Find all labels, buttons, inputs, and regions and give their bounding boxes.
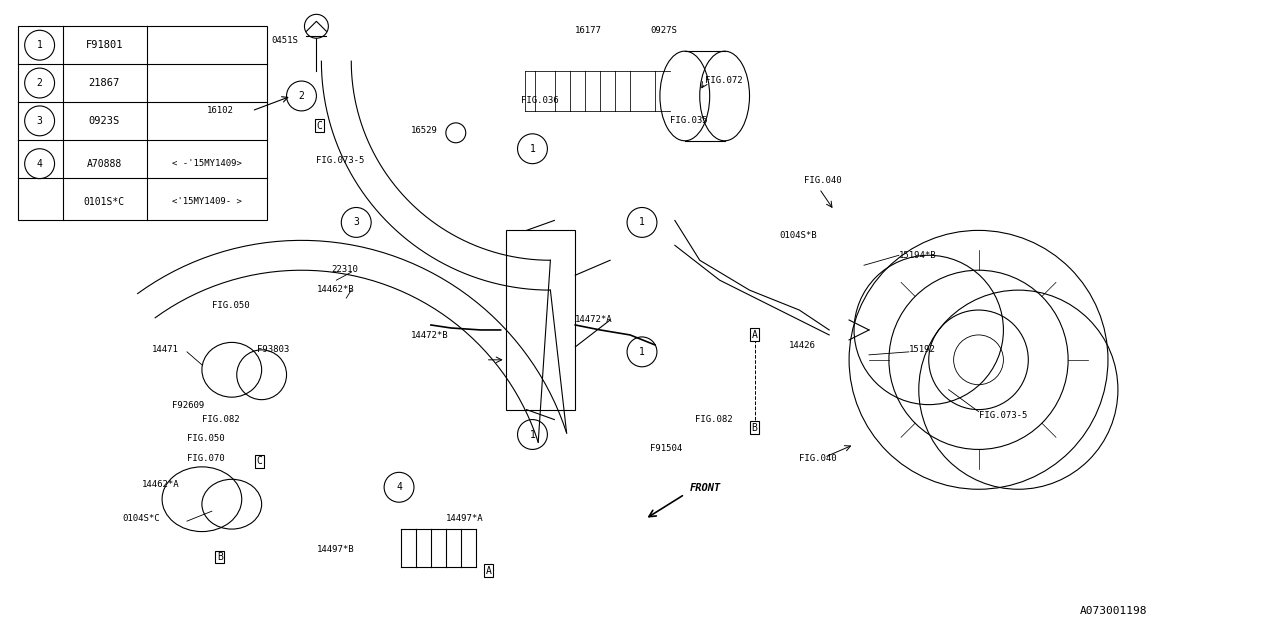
Text: 22310: 22310 [332, 265, 358, 274]
Bar [506, 230, 575, 410]
Text: 16102: 16102 [207, 106, 234, 115]
Text: 0923S: 0923S [88, 116, 120, 126]
Text: 4: 4 [37, 159, 42, 169]
Text: 14497*B: 14497*B [316, 545, 355, 554]
Text: 0927S: 0927S [650, 26, 677, 35]
Text: B: B [216, 552, 223, 562]
Text: 16529: 16529 [411, 126, 438, 135]
Text: 2: 2 [37, 78, 42, 88]
Text: F92609: F92609 [172, 401, 205, 410]
Text: 1: 1 [530, 429, 535, 440]
Text: B: B [751, 422, 758, 433]
Text: 4: 4 [396, 483, 402, 492]
Text: 3: 3 [353, 218, 360, 227]
Text: A073001198: A073001198 [1080, 605, 1148, 616]
Text: FRONT: FRONT [690, 483, 721, 493]
Text: 14472*B: 14472*B [411, 331, 448, 340]
Text: FIG.050: FIG.050 [212, 301, 250, 310]
Text: FIG.073-5: FIG.073-5 [978, 411, 1027, 420]
Text: 0451S: 0451S [271, 36, 298, 45]
Text: 14462*B: 14462*B [316, 285, 355, 294]
Text: 14472*A: 14472*A [575, 315, 613, 324]
Text: A: A [485, 566, 492, 576]
Text: FIG.070: FIG.070 [187, 454, 224, 463]
Text: FIG.082: FIG.082 [695, 415, 732, 424]
Text: F93803: F93803 [257, 345, 289, 354]
Text: < -'15MY1409>: < -'15MY1409> [172, 159, 242, 168]
Text: A: A [751, 330, 758, 340]
Text: C: C [316, 121, 323, 131]
Text: 15194*B: 15194*B [899, 252, 937, 260]
Text: FIG.035: FIG.035 [669, 116, 708, 125]
Text: 21867: 21867 [88, 78, 120, 88]
Text: 14497*A: 14497*A [445, 514, 484, 523]
Text: 1: 1 [639, 347, 645, 357]
Text: 14462*A: 14462*A [142, 480, 179, 489]
Text: C: C [257, 456, 262, 467]
Text: <'15MY1409- >: <'15MY1409- > [172, 197, 242, 206]
Text: FIG.072: FIG.072 [705, 76, 742, 85]
Text: 14471: 14471 [152, 345, 179, 354]
Text: FIG.073-5: FIG.073-5 [316, 156, 365, 164]
Text: 0104S*B: 0104S*B [780, 231, 817, 241]
Text: A70888: A70888 [87, 159, 122, 169]
Text: 1: 1 [639, 218, 645, 227]
Text: FIG.082: FIG.082 [202, 415, 239, 424]
Text: F91504: F91504 [650, 444, 682, 453]
Text: 15192: 15192 [909, 345, 936, 354]
Text: 3: 3 [37, 116, 42, 126]
Text: FIG.040: FIG.040 [804, 175, 842, 184]
Text: F91801: F91801 [86, 40, 123, 50]
Text: 0104S*C: 0104S*C [123, 514, 160, 523]
Text: 2: 2 [298, 91, 305, 101]
FancyBboxPatch shape [18, 26, 266, 220]
Text: 14426: 14426 [790, 341, 817, 350]
Text: FIG.050: FIG.050 [187, 435, 224, 444]
Text: 0101S*C: 0101S*C [83, 196, 125, 207]
Text: FIG.036: FIG.036 [521, 96, 558, 105]
Text: 1: 1 [530, 144, 535, 154]
Text: FIG.040: FIG.040 [799, 454, 837, 463]
Text: 1: 1 [37, 40, 42, 50]
Text: 16177: 16177 [575, 26, 602, 35]
